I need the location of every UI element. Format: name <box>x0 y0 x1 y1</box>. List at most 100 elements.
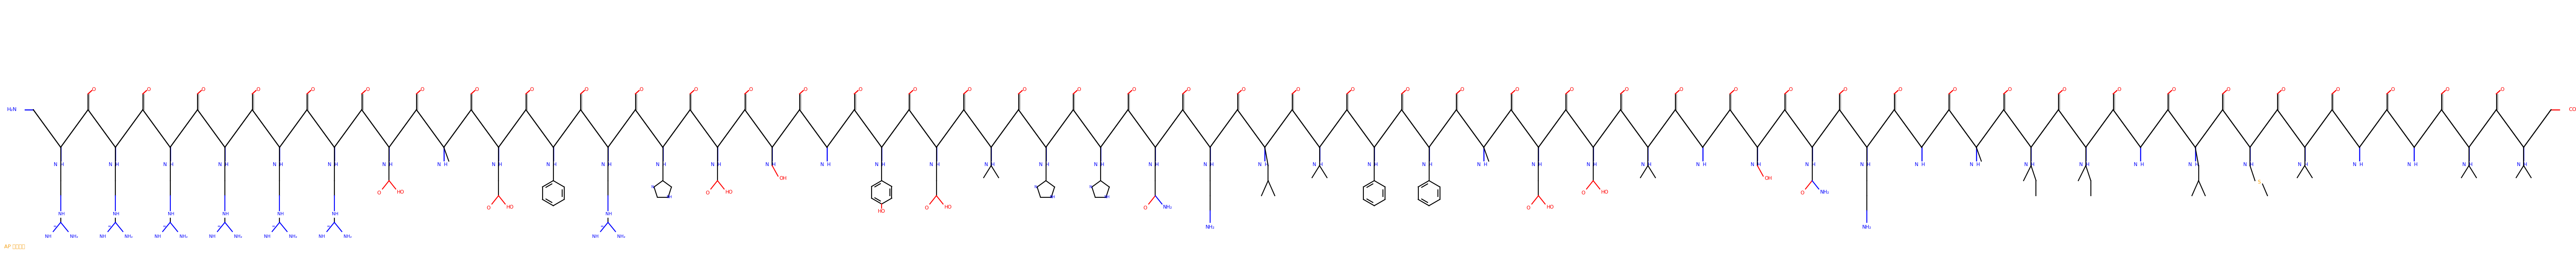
Text: O: O <box>1406 87 1409 93</box>
Text: O: O <box>804 87 806 93</box>
Text: N: N <box>438 162 440 168</box>
Text: N: N <box>1149 162 1151 168</box>
Text: NH₂: NH₂ <box>1206 225 1216 230</box>
Text: NH: NH <box>592 234 598 239</box>
Text: H: H <box>1868 162 1870 168</box>
Text: O: O <box>201 87 206 93</box>
Text: N: N <box>381 162 386 168</box>
Text: NH: NH <box>667 195 672 199</box>
Text: H: H <box>881 162 886 168</box>
Text: NH: NH <box>278 212 283 216</box>
Text: S: S <box>2257 180 2262 185</box>
Text: =: = <box>216 224 222 229</box>
Text: H: H <box>773 162 775 168</box>
Text: O: O <box>585 87 587 93</box>
Text: N: N <box>765 162 770 168</box>
Text: H: H <box>1211 162 1213 168</box>
Text: H: H <box>1046 162 1048 168</box>
Text: =: = <box>108 224 111 229</box>
Text: O: O <box>1844 87 1847 93</box>
Text: N: N <box>657 162 659 168</box>
Text: H: H <box>1976 162 1981 168</box>
Text: N: N <box>273 162 276 168</box>
Text: O: O <box>2172 87 2177 93</box>
Text: O: O <box>1131 87 1136 93</box>
Text: O: O <box>420 87 425 93</box>
Text: H: H <box>1757 162 1762 168</box>
Text: N: N <box>1314 162 1316 168</box>
Text: N: N <box>219 162 222 168</box>
Text: =: = <box>600 224 603 229</box>
Text: H: H <box>608 162 611 168</box>
Text: O: O <box>2501 87 2504 93</box>
Text: H: H <box>2414 162 2419 168</box>
Text: O: O <box>1569 87 1574 93</box>
Text: H: H <box>716 162 721 168</box>
Text: NH: NH <box>332 212 337 216</box>
Text: N: N <box>546 162 551 168</box>
Text: H: H <box>2360 162 2362 168</box>
Text: N: N <box>162 162 167 168</box>
Text: H: H <box>554 162 556 168</box>
Text: O: O <box>706 190 708 196</box>
Text: O: O <box>1242 87 1244 93</box>
Text: AP 专肽生物: AP 专肽生物 <box>5 244 26 250</box>
Text: NH: NH <box>167 212 175 216</box>
Text: H: H <box>662 162 667 168</box>
Text: N: N <box>984 162 989 168</box>
Text: O: O <box>93 87 95 93</box>
Text: H: H <box>224 162 229 168</box>
Text: =: = <box>162 224 165 229</box>
Text: NH₂: NH₂ <box>124 234 134 239</box>
Text: O: O <box>1734 87 1739 93</box>
Text: NH₂: NH₂ <box>1821 190 1829 195</box>
Text: O: O <box>858 87 863 93</box>
Text: N: N <box>1806 162 1808 168</box>
Text: N: N <box>711 162 714 168</box>
Text: N: N <box>1641 162 1643 168</box>
Text: NH₂: NH₂ <box>343 234 353 239</box>
Text: NH₂: NH₂ <box>70 234 77 239</box>
Text: H: H <box>170 162 173 168</box>
Text: H: H <box>116 162 118 168</box>
Text: H₂N: H₂N <box>8 107 15 113</box>
Text: H: H <box>1703 162 1705 168</box>
Text: H: H <box>497 162 502 168</box>
Text: O: O <box>1188 87 1190 93</box>
Text: O: O <box>1350 87 1355 93</box>
Text: NH: NH <box>263 234 270 239</box>
Text: NH: NH <box>209 234 216 239</box>
Text: N: N <box>2298 162 2300 168</box>
Text: NH₂: NH₂ <box>1164 205 1172 210</box>
Text: O: O <box>1144 206 1146 211</box>
Text: N: N <box>1752 162 1754 168</box>
Text: HO: HO <box>878 209 886 214</box>
Text: H: H <box>1100 162 1105 168</box>
Text: N: N <box>2025 162 2027 168</box>
Text: O: O <box>2117 87 2120 93</box>
Text: O: O <box>1953 87 1958 93</box>
Text: N: N <box>652 185 654 189</box>
Text: O: O <box>912 87 917 93</box>
Text: HO: HO <box>1602 190 1607 195</box>
Text: NH: NH <box>59 212 64 216</box>
Text: COOH: COOH <box>2568 107 2576 113</box>
Text: O: O <box>750 87 752 93</box>
Text: O: O <box>969 87 971 93</box>
Text: N: N <box>1476 162 1481 168</box>
Text: O: O <box>2336 87 2339 93</box>
Text: H: H <box>1430 162 1432 168</box>
Text: HO: HO <box>726 190 734 195</box>
Text: N: N <box>1587 162 1589 168</box>
Text: NH₂: NH₂ <box>1862 225 1873 230</box>
Text: H: H <box>59 162 64 168</box>
Text: NH₂: NH₂ <box>618 234 626 239</box>
Text: O: O <box>1801 190 1803 196</box>
Text: H: H <box>1373 162 1378 168</box>
Text: N: N <box>2244 162 2246 168</box>
Text: NH₂: NH₂ <box>234 234 242 239</box>
Text: N: N <box>2463 162 2465 168</box>
Text: O: O <box>1528 206 1530 211</box>
Text: H: H <box>1922 162 1924 168</box>
Text: H: H <box>1649 162 1651 168</box>
